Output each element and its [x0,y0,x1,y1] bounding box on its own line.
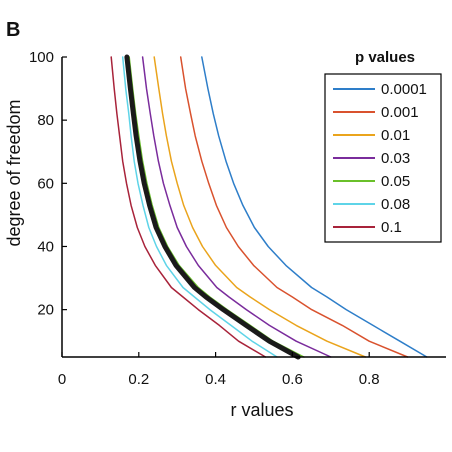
legend-label-6: 0.1 [381,219,402,236]
legend-label-2: 0.01 [381,127,410,144]
y-ticks: 20 40 60 80 100 [29,49,67,319]
series-line-1 [179,56,409,358]
series-line-3 [141,56,332,358]
series-line-5 [121,56,278,358]
x-tick-label-3: 0.6 [282,371,303,388]
series-line-7 [124,54,301,360]
x-tick-label-2: 0.4 [205,371,226,388]
panel-label: B [6,19,20,41]
legend-items: 0.0001 0.001 0.01 0.03 0.05 0.08 0.1 [333,81,427,236]
legend-label-4: 0.05 [381,173,410,190]
legend-box [324,73,442,243]
y-tick-label-4: 100 [29,49,54,66]
y-tick-label-0: 20 [37,302,54,319]
legend: 0.0001 0.001 0.01 0.03 0.05 0.08 0.1 [324,73,442,243]
legend-label-1: 0.001 [381,104,419,121]
plot-lines [110,54,428,360]
y-tick-label-1: 40 [37,238,54,255]
axes: 0 0.2 0.4 0.6 0.8 20 40 60 80 100 [29,49,446,388]
x-tick-label-4: 0.8 [359,371,380,388]
x-axis-label: r values [230,400,293,420]
legend-label-3: 0.03 [381,150,410,167]
series-line-2 [153,56,367,358]
series-line-0 [201,56,428,358]
y-axis-label: degree of freedom [4,99,24,246]
legend-title: p values [355,49,415,66]
series-line-6 [110,56,267,358]
x-ticks: 0 0.2 0.4 0.6 0.8 [58,352,380,388]
x-tick-label-1: 0.2 [128,371,149,388]
x-tick-label-0: 0 [58,371,66,388]
y-tick-label-3: 80 [37,112,54,129]
y-tick-label-2: 60 [37,175,54,192]
legend-label-5: 0.08 [381,196,410,213]
legend-label-0: 0.0001 [381,81,427,98]
